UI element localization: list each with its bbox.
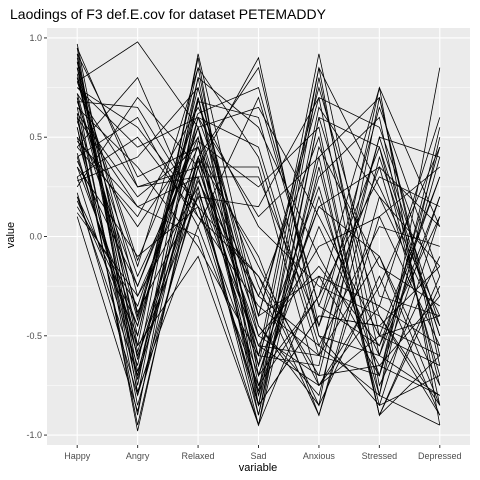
series-line <box>76 113 441 387</box>
y-axis-title: value <box>5 222 17 248</box>
series-line <box>77 101 440 396</box>
axis-ticks <box>44 37 441 448</box>
series-line <box>76 107 441 393</box>
series-line <box>76 77 441 336</box>
series-line <box>76 116 440 347</box>
x-axis-title: variable <box>239 462 278 474</box>
series-line <box>76 191 441 397</box>
x-tick-label: Angry <box>126 451 150 461</box>
chart-title: Laodings of F3 def.E.cov for dataset PET… <box>10 6 327 22</box>
series-line <box>76 136 440 357</box>
series-line <box>76 93 441 314</box>
x-tick-label: Sad <box>250 451 266 461</box>
series-line <box>76 87 441 407</box>
x-tick-label: Depressed <box>418 451 462 461</box>
series-line <box>76 97 441 416</box>
y-tick-label: 0.0 <box>29 232 42 242</box>
series-line <box>76 117 441 426</box>
x-tick-label: Happy <box>64 451 91 461</box>
series-line <box>76 126 441 377</box>
series-line <box>76 47 441 328</box>
series-line <box>76 67 441 387</box>
y-tick-labels: -1.0 -0.5 0.0 0.5 1.0 <box>26 33 42 440</box>
series-line <box>76 61 441 397</box>
series-lines <box>76 41 441 432</box>
series-line <box>77 86 441 416</box>
x-tick-label: Stressed <box>362 451 398 461</box>
y-tick-label: 1.0 <box>29 33 42 43</box>
series-line <box>76 135 441 417</box>
x-tick-label: Relaxed <box>182 451 215 461</box>
x-tick-label: Anxious <box>303 451 336 461</box>
y-tick-label: -1.0 <box>26 430 42 440</box>
series-line <box>76 97 441 407</box>
x-tick-labels: Happy Angry Relaxed Sad Anxious Stressed Depre… <box>64 451 461 461</box>
y-tick-label: 0.5 <box>29 132 42 142</box>
series-line <box>76 117 440 426</box>
series-line <box>76 67 441 417</box>
y-tick-label: -0.5 <box>26 331 42 341</box>
series-line <box>76 97 441 416</box>
series-line <box>76 77 441 377</box>
series-line <box>76 66 441 392</box>
